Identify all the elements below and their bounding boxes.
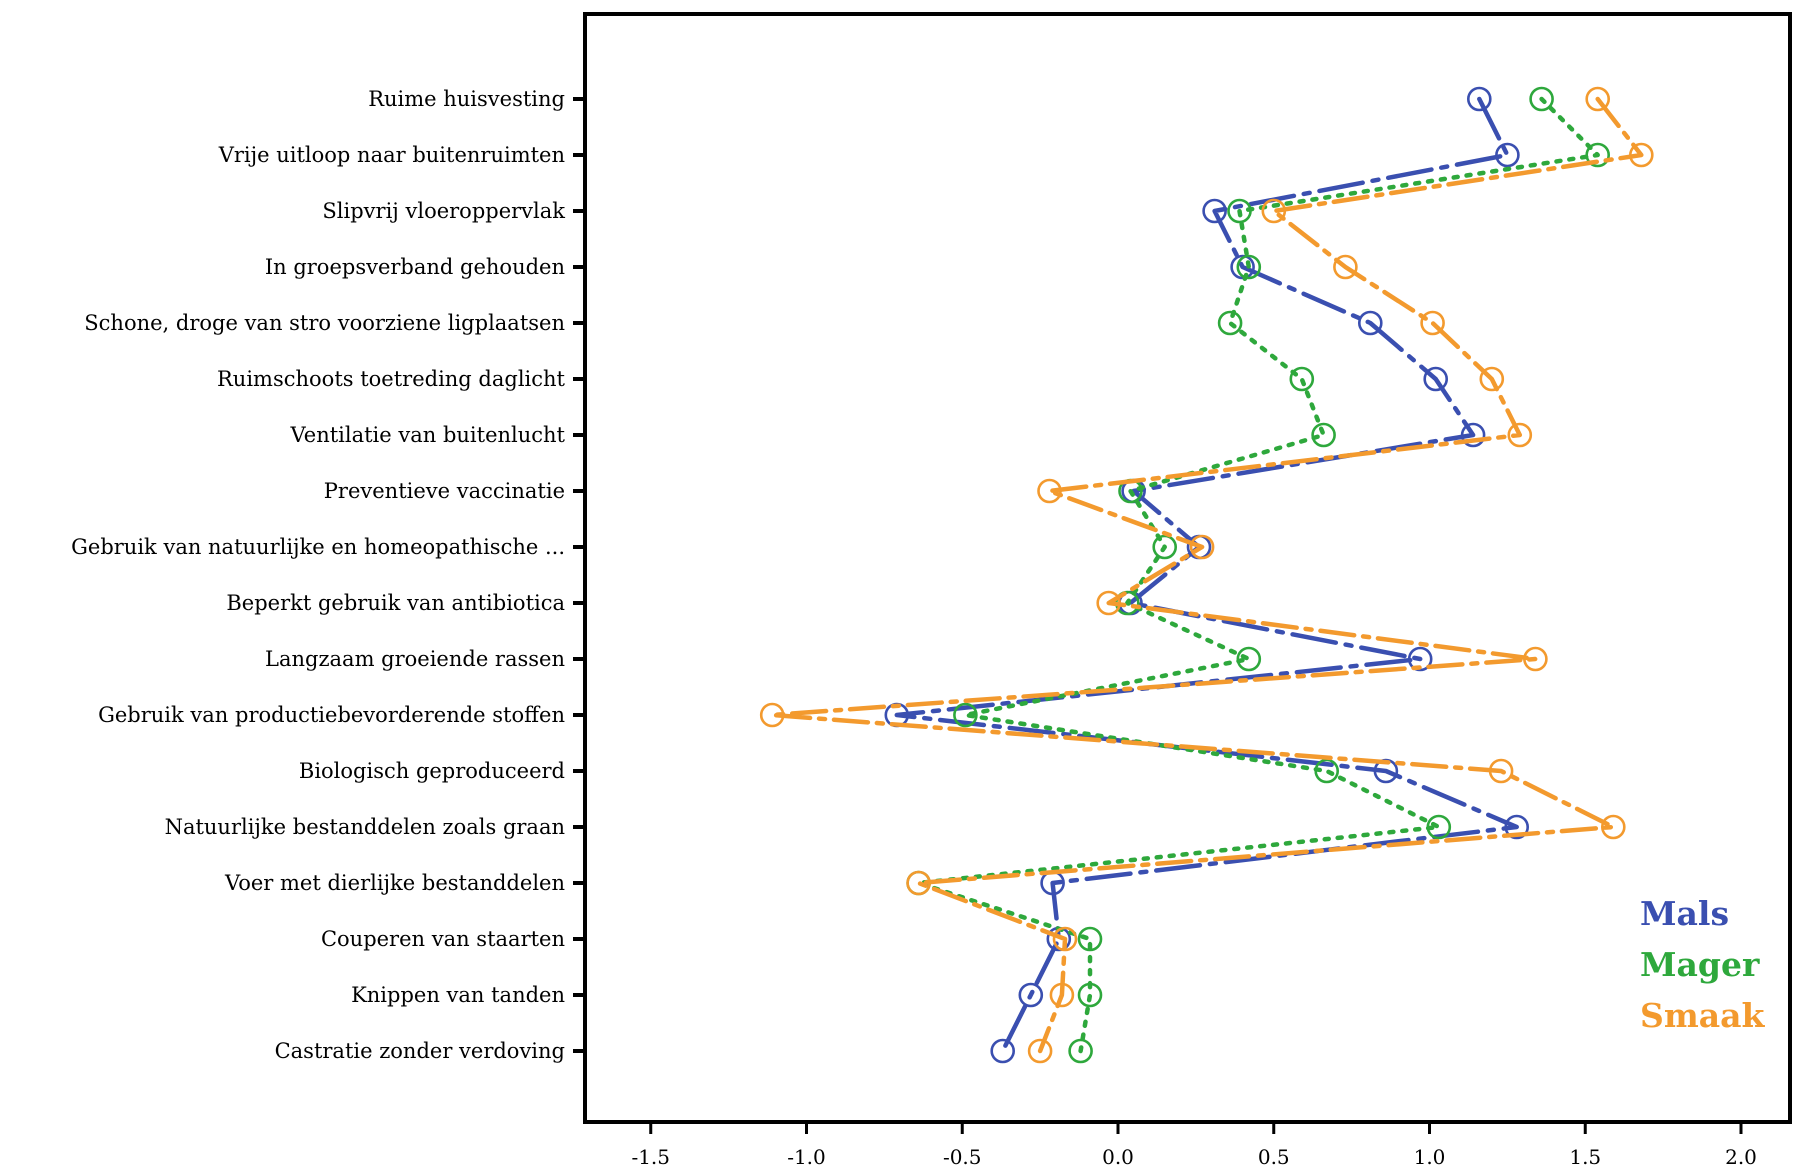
data-point <box>1523 646 1548 672</box>
data-point <box>1333 254 1358 280</box>
data-point <box>1077 982 1103 1008</box>
data-point <box>1504 814 1529 840</box>
category-label: Slipvrij vloeroppervlak <box>322 199 565 223</box>
data-point <box>1460 422 1486 448</box>
category-label: Couperen van staarten <box>321 927 565 951</box>
category-label: Biologisch geproduceerd <box>299 759 565 783</box>
data-point <box>1495 142 1520 168</box>
series-line-smaak <box>769 96 1644 1054</box>
category-label: Voer met dierlijke bestanddelen <box>224 871 565 895</box>
data-point <box>1407 646 1433 672</box>
x-tick-label: 0.5 <box>1258 1145 1290 1169</box>
category-label: Ventilatie van buitenlucht <box>290 423 566 447</box>
y-axis: Ruime huisvesting Vrije uitloop naar buit… <box>71 87 585 1063</box>
data-point <box>1227 198 1252 224</box>
data-point <box>1261 198 1287 224</box>
series-line-mager <box>916 96 1600 1054</box>
data-point <box>1529 86 1554 112</box>
data-point <box>1479 366 1505 392</box>
category-label: Preventieve vaccinatie <box>324 479 565 503</box>
data-point <box>990 1038 1016 1064</box>
data-point <box>1077 926 1103 952</box>
x-tick-label: 0.0 <box>1102 1145 1134 1169</box>
data-point <box>1420 310 1445 336</box>
data-point <box>1358 310 1383 336</box>
category-label: Castratie zonder verdoving <box>275 1039 565 1063</box>
category-label: Langzaam groeiende rassen <box>265 647 565 671</box>
data-point <box>1049 982 1075 1008</box>
data-point <box>1314 758 1339 784</box>
data-point <box>1018 982 1044 1008</box>
legend-smaak: Smaak <box>1640 996 1766 1035</box>
category-label: Knippen van tanden <box>351 983 565 1007</box>
data-point <box>1027 1038 1053 1064</box>
category-label: Gebruik van productiebevorderende stoffe… <box>98 703 565 727</box>
data-point <box>1507 422 1533 448</box>
data-point <box>1189 534 1215 560</box>
data-point <box>1629 142 1654 168</box>
data-point <box>1236 646 1262 672</box>
data-point <box>1202 198 1227 224</box>
series-line-mals <box>894 96 1519 1054</box>
category-label: Ruimschoots toetreding daglicht <box>217 367 566 391</box>
x-tick-label: -0.5 <box>943 1145 982 1169</box>
category-label: Vrije uitloop naar buitenruimten <box>218 143 565 167</box>
data-point <box>1217 310 1243 336</box>
legend-mager: Mager <box>1640 945 1760 984</box>
data-point <box>1585 86 1610 112</box>
legend-mals: Mals <box>1640 894 1729 933</box>
data-point <box>1585 142 1610 168</box>
data-point <box>759 702 785 728</box>
series-smaak <box>759 86 1654 1064</box>
data-point <box>1236 254 1262 280</box>
data-point <box>1152 534 1177 560</box>
category-label: Schone, droge van stro voorziene ligplaa… <box>84 311 565 335</box>
x-tick-label: 1.5 <box>1569 1145 1601 1169</box>
data-point <box>1068 1038 1093 1064</box>
category-label: In groepsverband gehouden <box>265 255 565 279</box>
data-point <box>1601 814 1626 840</box>
data-point <box>1230 254 1255 280</box>
x-axis: -1.5 -1.0 -0.5 0.0 0.5 1.0 1.5 2.0 <box>631 1122 1757 1169</box>
data-point <box>1311 422 1336 448</box>
series-mager <box>906 86 1610 1064</box>
x-tick-label: -1.5 <box>631 1145 670 1169</box>
x-tick-label: -1.0 <box>787 1145 826 1169</box>
category-label: Natuurlijke bestanddelen zoals graan <box>165 815 565 839</box>
data-point <box>1426 814 1452 840</box>
x-tick-label: 1.0 <box>1414 1145 1446 1169</box>
data-point <box>906 870 931 896</box>
data-point <box>1467 86 1492 112</box>
category-label: Ruime huisvesting <box>368 87 565 111</box>
data-point <box>1289 366 1315 392</box>
legend: Mals Mager Smaak <box>1640 894 1766 1035</box>
data-point <box>1488 758 1514 784</box>
plot-frame <box>583 12 1792 1124</box>
x-tick-label: 2.0 <box>1725 1145 1757 1169</box>
category-label: Beperkt gebruik van antibiotica <box>226 591 565 615</box>
category-label: Gebruik van natuurlijke en homeopathisch… <box>71 535 565 559</box>
series-layer <box>759 86 1654 1064</box>
data-point <box>953 702 978 728</box>
series-mals <box>884 86 1529 1064</box>
data-point <box>1052 926 1078 952</box>
data-point <box>1096 590 1121 616</box>
data-point <box>1037 478 1062 504</box>
data-point <box>1423 366 1448 392</box>
